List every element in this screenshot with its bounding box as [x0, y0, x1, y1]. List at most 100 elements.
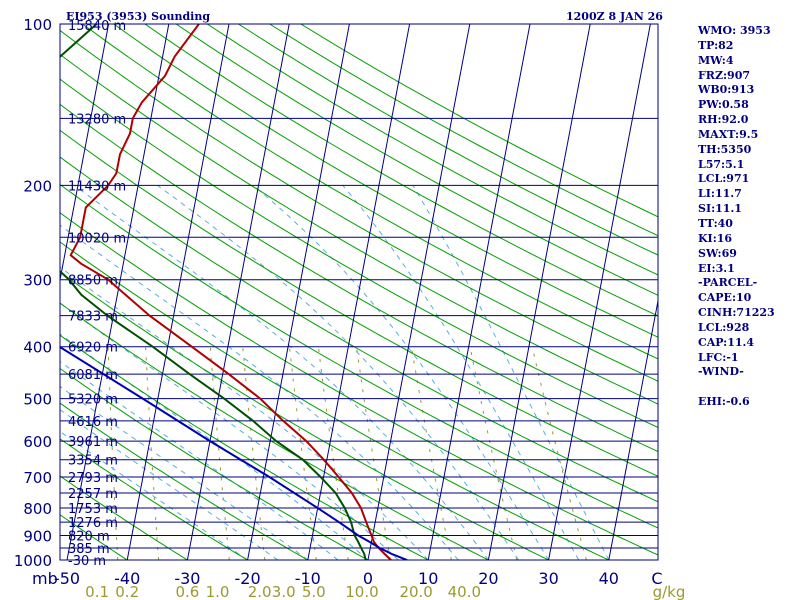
mixing-ratio-label: 5.0 [302, 583, 326, 600]
index-line: LCL:971 [698, 172, 750, 186]
height-label: 13280 m [68, 112, 126, 127]
dry-adiabat-line [206, 24, 658, 276]
temperature-profile [69, 24, 392, 560]
dry-adiabat-line [175, 24, 658, 296]
height-label: 11430 m [68, 179, 126, 194]
isotherm-line [367, 24, 471, 560]
index-line: WMO: 3953 [698, 24, 771, 37]
moist-adiabat-line [157, 184, 519, 560]
index-line: L57:5.1 [698, 157, 745, 171]
pressure-tick-label: 600 [23, 433, 52, 451]
isotherm-line [307, 24, 411, 560]
temperature-tick-label: 10 [418, 569, 438, 588]
index-line: TT:40 [698, 216, 733, 230]
isotherm-line [247, 24, 350, 560]
temperature-tick-label: 0 [363, 569, 373, 588]
dry-adiabat-line [60, 475, 189, 560]
index-line: LCL:928 [698, 320, 750, 334]
dry-adiabat-line [60, 438, 249, 560]
height-label: 2793 m [68, 471, 118, 486]
index-line: LFC:-1 [698, 350, 739, 364]
temperature-tick-label: 30 [538, 569, 558, 588]
dry-adiabat-line [82, 24, 658, 360]
isotherm-line [548, 24, 651, 560]
pressure-tick-label: 700 [23, 469, 52, 487]
pressure-unit-label: mb [32, 569, 58, 588]
plot-frame [59, 23, 659, 561]
index-line: EHI:-0.6 [698, 395, 750, 409]
dry-adiabat-line [60, 78, 658, 428]
pressure-tick-label: 100 [23, 16, 52, 34]
mixing-ratio-label: 40.0 [448, 583, 481, 600]
pressure-tick-label: 500 [23, 391, 52, 409]
height-label: 7833 m [68, 310, 118, 325]
mixing-ratio-label: 0.6 [175, 583, 199, 600]
dry-adiabat-line [60, 53, 658, 405]
index-line: MW:4 [698, 53, 734, 67]
height-label: 1753 m [68, 502, 118, 517]
index-line: CAP:11.4 [698, 335, 755, 349]
index-line: CINH:71223 [698, 306, 775, 320]
isotherms [60, 24, 658, 560]
pressure-tick-label: 900 [23, 527, 52, 545]
mixing-ratio-label: 20.0 [399, 583, 432, 600]
temperature-tick-label: 40 [599, 569, 619, 588]
parcel-path [60, 345, 408, 560]
isotherm-line [427, 24, 531, 560]
dry-adiabat-line [60, 212, 658, 556]
index-line: PW:0.58 [698, 98, 749, 112]
temperature-unit-label: C [651, 569, 662, 588]
height-label: 6081 m [68, 368, 118, 383]
index-line: KI:16 [698, 231, 733, 245]
index-line: -PARCEL- [698, 276, 758, 290]
height-label: 3961 m [68, 435, 118, 450]
isotherm-line [66, 24, 170, 560]
pressure-tick-label: 400 [23, 339, 52, 357]
temperature-tick-label: -40 [114, 569, 140, 588]
isotherm-line [186, 24, 290, 560]
height-label: 6920 m [68, 341, 118, 356]
dry-adiabat-line [60, 241, 610, 560]
pressure-tick-label: 200 [23, 177, 52, 195]
temperature-tick-label: -50 [54, 569, 80, 588]
dry-adiabat-line [238, 24, 658, 256]
temperature-tick-label: -20 [235, 569, 261, 588]
dry-adiabat-line [60, 29, 658, 382]
moist-adiabat-line [60, 333, 369, 560]
dewpoint-profile [60, 24, 367, 560]
mixing-ratio-label: 0.1 [85, 583, 109, 600]
pressure-tick-label: 1000 [14, 552, 52, 570]
dry-adiabat-line [60, 514, 129, 560]
pressure-tick-label: 300 [23, 272, 52, 290]
index-line: WB0:913 [698, 83, 755, 97]
height-label: 1276 m [68, 516, 118, 531]
pressure-tick-label: 800 [23, 500, 52, 518]
isotherm-line [608, 298, 658, 560]
index-line: SI:11.1 [698, 202, 742, 216]
index-line: TH:5350 [698, 142, 752, 156]
index-line: SW:69 [698, 246, 737, 260]
chart-title: EI953 (3953) Sounding [66, 10, 210, 23]
isotherm-line [60, 24, 110, 283]
index-line: EI:3.1 [698, 261, 735, 275]
dry-adiabat-line [60, 402, 309, 560]
height-label: 2257 m [68, 487, 118, 502]
height-label: -30 m [68, 554, 106, 569]
height-label: 820 m [68, 529, 110, 544]
height-label: 385 m [68, 542, 110, 557]
index-line: CAPE:10 [698, 291, 752, 305]
index-line [698, 380, 798, 395]
height-label: 4616 m [68, 415, 118, 430]
mixing-ratio-label: 3.0 [272, 583, 296, 600]
height-label-top: 15840 m [68, 19, 126, 34]
isotherm-line [126, 24, 230, 560]
sounding-series [60, 24, 408, 560]
index-line: LI:11.7 [698, 187, 742, 201]
dry-adiabat-line [144, 24, 658, 317]
index-line: RH:92.0 [698, 113, 749, 127]
dry-adiabat-line [60, 103, 658, 453]
height-label: 3354 m [68, 454, 118, 469]
height-label: 8850 m [68, 274, 118, 289]
